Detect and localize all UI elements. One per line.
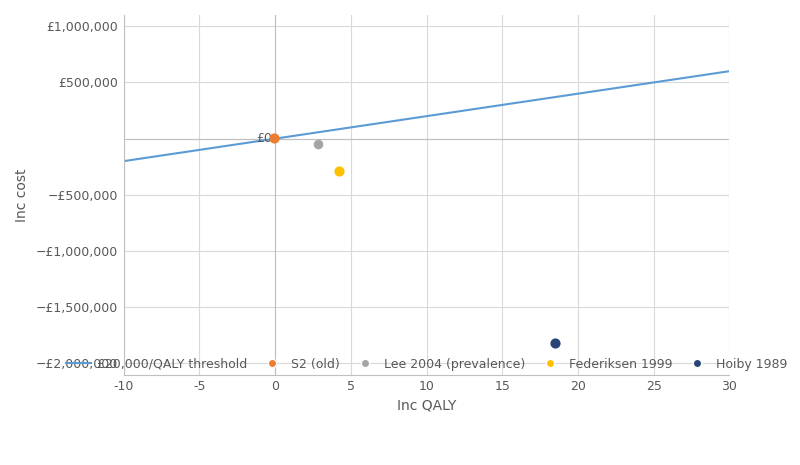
Point — [549, 339, 562, 347]
Y-axis label: Inc cost: Inc cost — [15, 168, 29, 222]
Text: £0: £0 — [257, 132, 273, 145]
X-axis label: Inc QALY: Inc QALY — [397, 399, 456, 413]
Legend: £20,000/QALY threshold, S2 (old), Lee 2004 (prevalence), Federiksen 1999, Hoiby : £20,000/QALY threshold, S2 (old), Lee 20… — [61, 352, 792, 376]
Point — [332, 167, 345, 175]
Point — [311, 140, 324, 147]
Point — [268, 134, 281, 142]
